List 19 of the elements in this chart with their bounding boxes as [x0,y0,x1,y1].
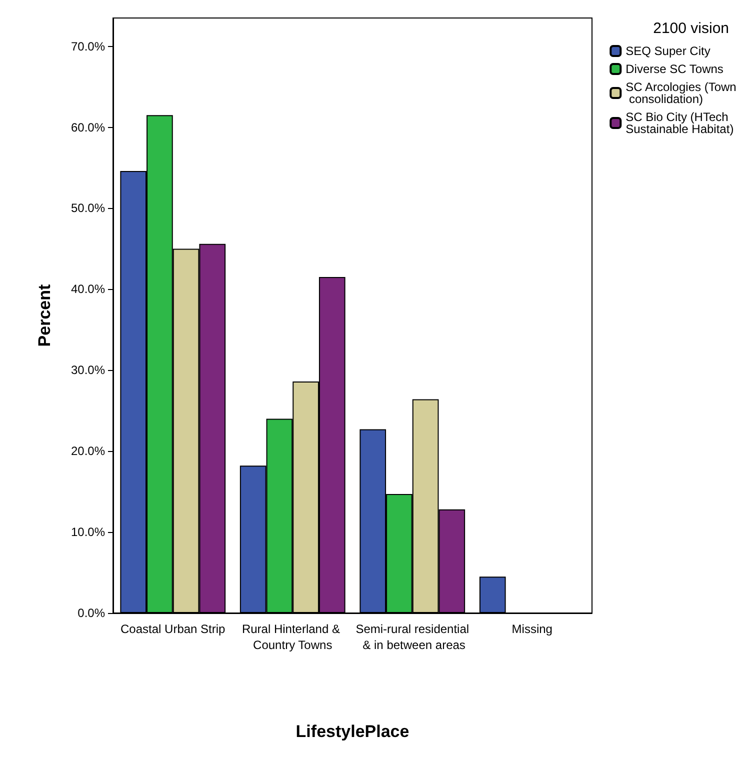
legend-label: SC Bio City (HTech Sustainable Habitat) [626,110,734,136]
y-tick-label: 50.0% [70,201,106,216]
y-tick-label: 10.0% [70,525,106,540]
y-tick-label: 20.0% [70,444,106,458]
x-tick-label: Rural Hinterland & Country Towns [242,622,344,652]
x-tick-label: Missing [512,622,552,636]
legend-label: SEQ Super City [626,44,710,58]
y-axis-title: Percent [35,284,54,347]
y-tick-label: 40.0% [70,282,106,296]
x-tick-label: Semi-rural residential & in between areas [356,622,470,652]
y-tick-label: 30.0% [70,363,106,378]
x-tick-label: Coastal Urban Strip [120,622,226,636]
y-tick-label: 60.0% [70,120,106,134]
legend-label: SC Arcologies (Town consolidation) [626,80,736,106]
x-axis-title: LifestylePlace [296,722,410,741]
y-tick-label: 0.0% [78,606,106,620]
legend-title: 2100 vision [653,20,730,37]
legend-label: Diverse SC Towns [626,62,724,76]
y-tick-label: 70.0% [70,39,106,54]
